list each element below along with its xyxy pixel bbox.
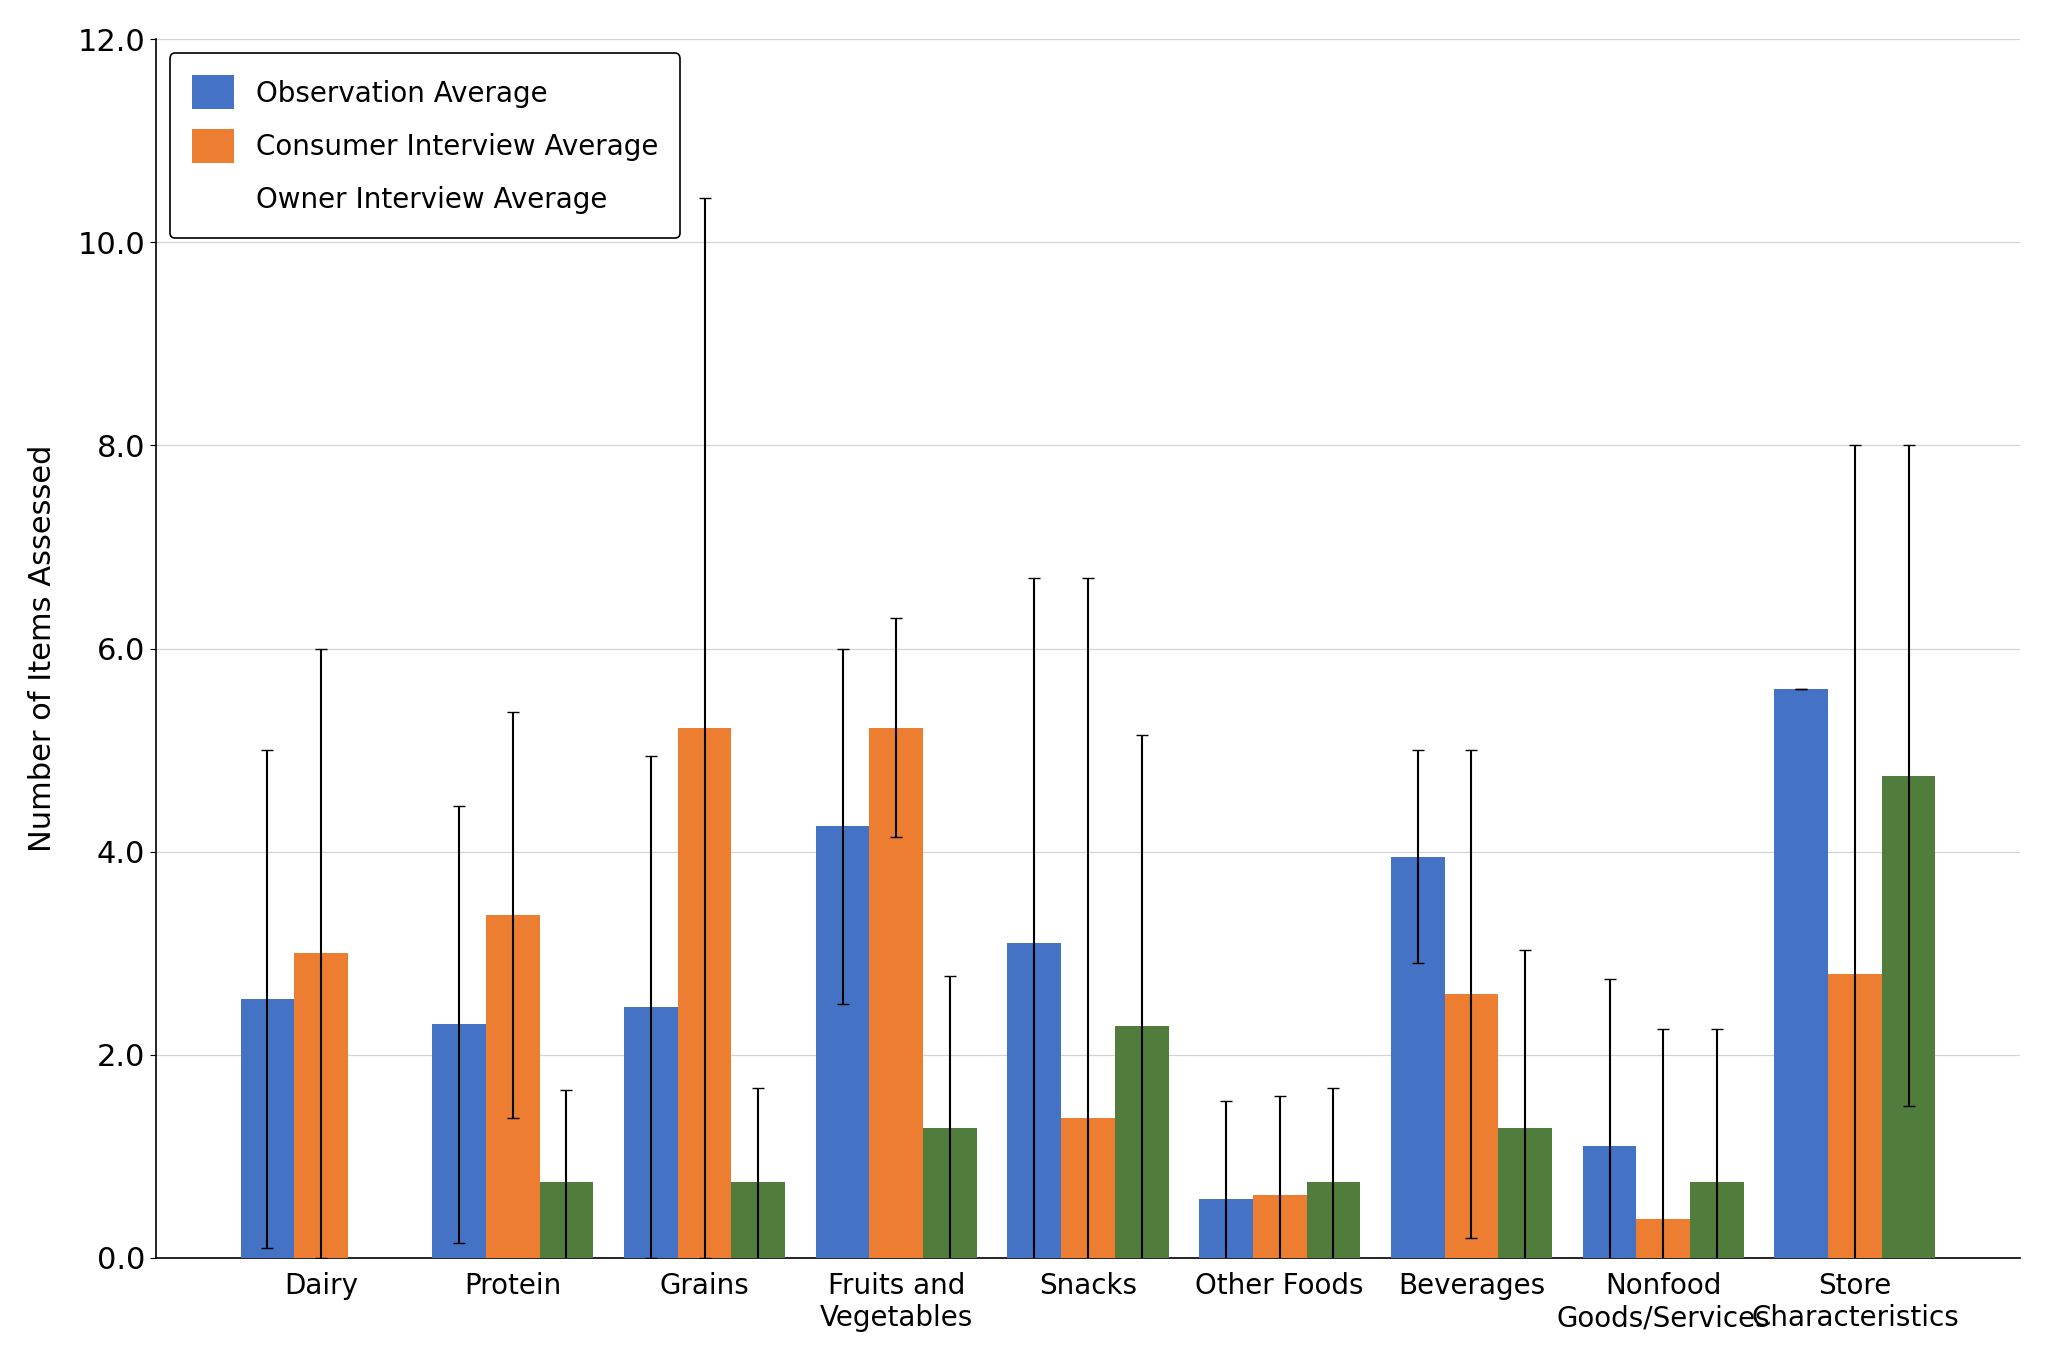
Bar: [1200, 1200, 1253, 1258]
Bar: [1008, 942, 1061, 1258]
Bar: [1061, 1118, 1114, 1258]
Bar: [1636, 1220, 1690, 1258]
Bar: [1583, 1146, 1636, 1258]
Bar: [295, 953, 348, 1258]
Bar: [1774, 690, 1829, 1258]
Bar: [1444, 994, 1499, 1258]
Bar: [432, 1024, 485, 1258]
Bar: [1253, 1195, 1307, 1258]
Y-axis label: Number of Items Assessed: Number of Items Assessed: [29, 445, 57, 853]
Bar: [924, 1127, 977, 1258]
Bar: [815, 827, 870, 1258]
Bar: [1829, 974, 1882, 1258]
Bar: [1690, 1182, 1743, 1258]
Legend: Observation Average, Consumer Interview Average, Owner Interview Average: Observation Average, Consumer Interview …: [170, 53, 680, 238]
Bar: [485, 915, 539, 1258]
Bar: [870, 728, 924, 1258]
Bar: [1114, 1027, 1169, 1258]
Bar: [678, 728, 731, 1258]
Bar: [1882, 775, 1935, 1258]
Bar: [1307, 1182, 1360, 1258]
Bar: [1499, 1127, 1552, 1258]
Bar: [240, 1000, 295, 1258]
Bar: [731, 1182, 784, 1258]
Bar: [539, 1182, 594, 1258]
Bar: [625, 1008, 678, 1258]
Bar: [1391, 857, 1444, 1258]
